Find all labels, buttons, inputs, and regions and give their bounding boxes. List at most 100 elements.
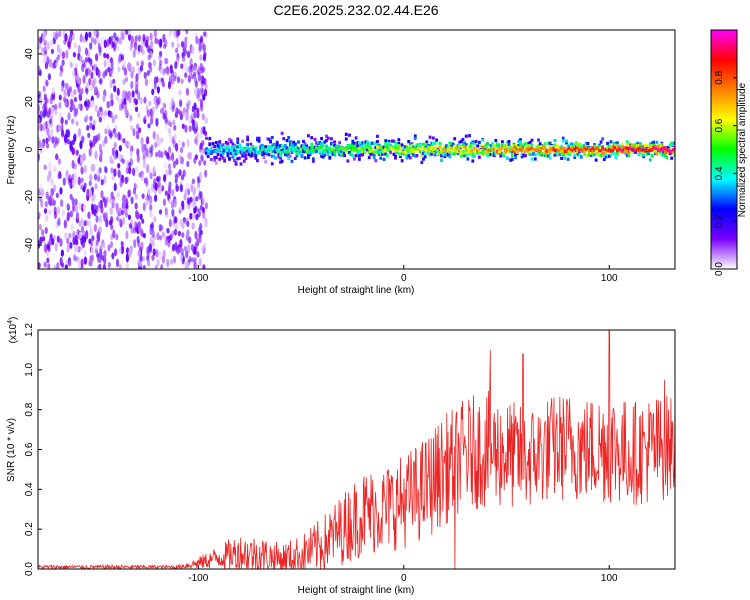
spectrogram-cell xyxy=(492,152,496,156)
spectrogram-cell xyxy=(121,158,125,164)
spectrogram-cell xyxy=(538,150,542,154)
spectrogram-cell xyxy=(234,152,238,156)
spectrogram-cell xyxy=(351,153,355,158)
spectrogram-cell xyxy=(336,149,340,153)
spectrogram-cell xyxy=(254,153,258,157)
spectrogram-cell xyxy=(233,153,236,157)
spectrogram-cell xyxy=(72,203,76,213)
spectrogram-cell xyxy=(82,236,86,242)
spectrogram-cell xyxy=(376,145,379,149)
spectrogram-cell xyxy=(246,149,249,153)
spectrogram-cell xyxy=(305,146,309,150)
spectrogram-cell xyxy=(73,96,78,103)
spectrogram-cell xyxy=(640,151,644,155)
spectrogram-cell xyxy=(146,249,150,259)
spectrogram-cell xyxy=(119,180,123,188)
spectrogram-cell xyxy=(194,262,198,269)
spectrogram-cell xyxy=(164,190,168,196)
spectrogram-cell xyxy=(540,152,544,156)
spectrogram-cell xyxy=(459,139,463,143)
spectrogram-marks xyxy=(38,30,675,269)
spectrogram-cell xyxy=(204,83,208,90)
spectrogram-cell xyxy=(44,226,48,235)
spectrogram-cell xyxy=(290,146,294,150)
spectrogram-cell xyxy=(348,146,351,150)
spectrogram-cell xyxy=(504,150,508,154)
spectrogram-cell xyxy=(330,148,333,152)
spectrogram-cell xyxy=(589,153,593,157)
spectrogram-cell xyxy=(205,136,208,140)
spectrogram-cell xyxy=(98,201,102,209)
spectrogram-cell xyxy=(486,142,489,146)
spectrogram-cell xyxy=(407,140,411,144)
svg-text:(x104): (x104) xyxy=(7,317,19,344)
spectrogram-cell xyxy=(89,42,93,50)
spectrogram-cell xyxy=(113,248,118,257)
spectrogram-cell xyxy=(451,143,455,147)
spectrogram-cell xyxy=(454,146,458,150)
spectrogram-cell xyxy=(157,150,162,158)
spectrogram-cell xyxy=(189,58,193,66)
spectrogram-cell xyxy=(438,145,442,150)
spectrogram-cell xyxy=(310,136,314,140)
spectrogram-cell xyxy=(120,30,124,39)
spectrogram-cell xyxy=(216,143,220,148)
spectrogram-cell xyxy=(510,154,514,158)
spectrogram-cell xyxy=(642,155,646,159)
spectrogram-cell xyxy=(187,51,191,58)
spectrogram-cell xyxy=(415,143,419,147)
spectrogram-cell xyxy=(430,149,434,153)
spectrogram-cell xyxy=(201,113,205,121)
y-tick-label: 0.2 xyxy=(24,522,35,536)
spectrogram-cell xyxy=(346,159,350,163)
spectrogram-cell xyxy=(500,151,504,156)
spectrogram-cell xyxy=(614,141,618,145)
spectrogram-cell xyxy=(180,63,184,69)
spectrogram-cell xyxy=(249,142,253,146)
spectrogram-cell xyxy=(362,149,366,154)
spectrogram-cell xyxy=(663,152,667,156)
spectrogram-cell xyxy=(137,127,142,134)
spectrogram-cell xyxy=(323,148,327,152)
spectrogram-cell xyxy=(632,148,636,152)
spectrogram-cell xyxy=(259,149,263,154)
spectrogram-cell xyxy=(453,152,457,156)
spectrogram-cell xyxy=(377,143,381,147)
spectrogram-cell xyxy=(489,148,493,153)
spectrogram-cell xyxy=(616,145,619,149)
spectrogram-cell xyxy=(377,151,381,155)
spectrogram-cell xyxy=(415,153,419,158)
spectrogram-cell xyxy=(325,134,328,138)
spectrogram-cell xyxy=(479,149,483,153)
spectrogram-cell xyxy=(555,151,559,155)
spectrogram-cell xyxy=(202,264,206,269)
spectrogram-cell xyxy=(115,258,120,268)
spectrogram-cell xyxy=(430,152,434,156)
spectrogram-cell xyxy=(514,156,517,160)
spectrogram-cell xyxy=(130,80,134,90)
spectrogram-cell xyxy=(98,214,103,224)
spectrogram-cell xyxy=(79,33,83,43)
spectrogram-cell xyxy=(188,125,192,133)
spectrogram-cell xyxy=(318,140,322,145)
spectrogram-cell xyxy=(226,152,230,156)
spectrogram-cell xyxy=(68,260,72,267)
spectrogram-cell xyxy=(113,85,117,93)
spectrogram-cell xyxy=(553,143,557,147)
spectrogram-cell xyxy=(236,137,240,141)
spectrogram-cell xyxy=(54,242,58,252)
spectrogram-cell xyxy=(428,144,432,148)
spectrogram-cell xyxy=(64,33,68,42)
spectrogram-cell xyxy=(55,62,59,68)
spectrogram-cell xyxy=(193,112,197,119)
spectrogram-cell xyxy=(95,215,99,223)
spectrogram-cell xyxy=(169,30,173,35)
spectrogram-cell xyxy=(463,145,466,149)
spectrogram-cell xyxy=(313,145,317,149)
spectrogram-cell xyxy=(399,154,402,159)
spectrogram-cell xyxy=(178,99,183,107)
spectrogram-cell xyxy=(622,148,626,152)
spectrogram-cell xyxy=(436,148,440,153)
spectrogram-cell xyxy=(111,115,115,124)
x-tick-label: 100 xyxy=(601,573,618,584)
